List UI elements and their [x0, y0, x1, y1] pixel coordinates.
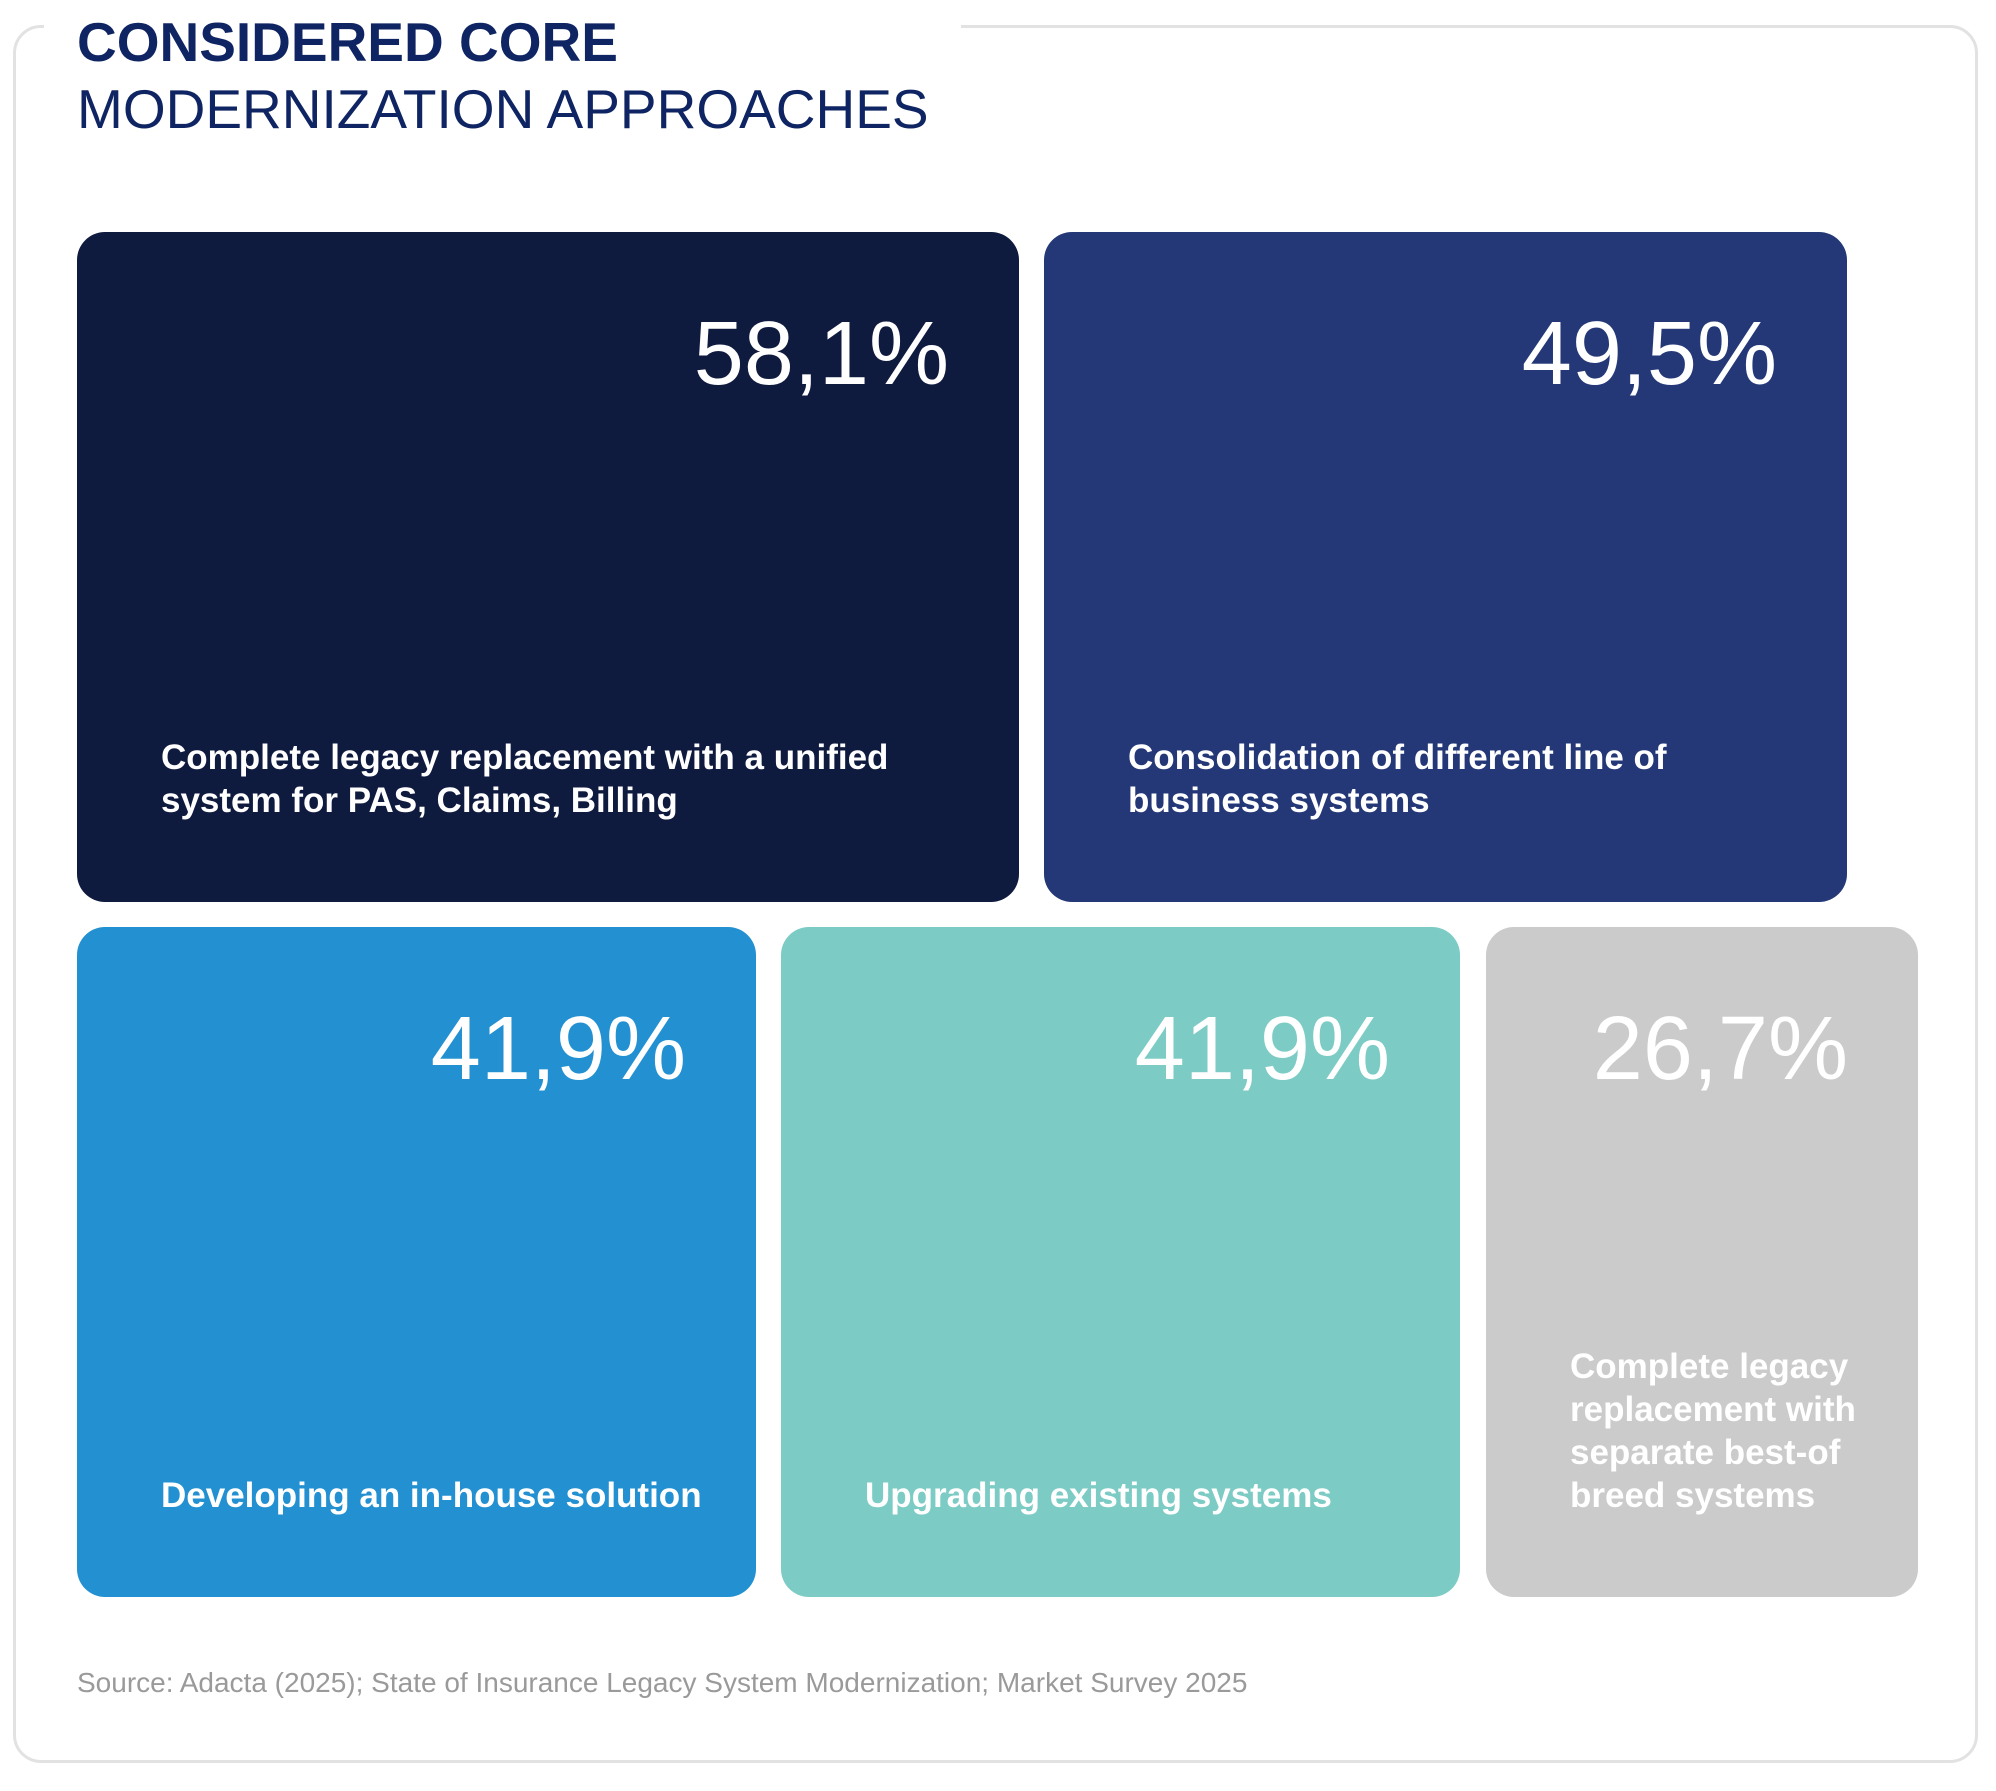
tile-in-house: 41,9% Developing an in-house solution: [77, 927, 756, 1597]
tile-upgrading: 41,9% Upgrading existing systems: [781, 927, 1460, 1597]
chart-subtitle: MODERNIZATION APPROACHES: [77, 78, 929, 140]
chart-title-block: CONSIDERED CORE MODERNIZATION APPROACHES: [44, 0, 961, 144]
tile-value: 41,9%: [1134, 999, 1390, 1099]
tile-value: 58,1%: [693, 304, 949, 404]
tile-unified-replacement: 58,1% Complete legacy replacement with a …: [77, 232, 1019, 902]
tile-consolidation: 49,5% Consolidation of different line of …: [1044, 232, 1847, 902]
tile-value: 26,7%: [1592, 999, 1848, 1099]
source-note: Source: Adacta (2025); State of Insuranc…: [77, 1667, 1248, 1698]
tile-value: 41,9%: [430, 999, 686, 1099]
tile-label: Complete legacy replacement with separat…: [1570, 1347, 1856, 1515]
chart-frame: [13, 25, 1978, 1763]
tile-label: Upgrading existing systems: [865, 1476, 1332, 1515]
tile-label: Developing an in-house solution: [161, 1476, 702, 1515]
tile-best-of-breed: 26,7% Complete legacy replacement with se…: [1486, 927, 1918, 1597]
chart-title: CONSIDERED CORE: [77, 11, 618, 73]
tile-label: Complete legacy replacement with a unifi…: [161, 738, 889, 820]
tile-value: 49,5%: [1521, 304, 1777, 404]
tile-label: Consolidation of different line of busin…: [1128, 738, 1667, 820]
